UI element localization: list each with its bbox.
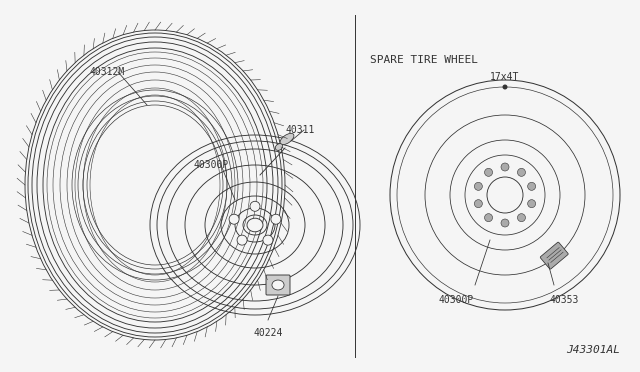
Circle shape: [474, 182, 483, 190]
Text: 17x4T: 17x4T: [490, 72, 520, 82]
Circle shape: [502, 84, 508, 90]
Text: 40300P: 40300P: [193, 160, 228, 170]
Circle shape: [527, 200, 536, 208]
Circle shape: [484, 214, 493, 222]
Text: 40300P: 40300P: [438, 295, 474, 305]
Circle shape: [484, 169, 493, 176]
Ellipse shape: [272, 280, 284, 290]
Ellipse shape: [275, 144, 283, 150]
Text: 40311: 40311: [286, 125, 316, 135]
Circle shape: [229, 214, 239, 224]
Circle shape: [250, 201, 260, 211]
FancyBboxPatch shape: [540, 242, 568, 269]
Circle shape: [487, 177, 523, 213]
Circle shape: [263, 235, 273, 245]
Circle shape: [501, 219, 509, 227]
Circle shape: [271, 214, 281, 224]
Circle shape: [518, 214, 525, 222]
FancyBboxPatch shape: [266, 275, 290, 295]
Circle shape: [518, 169, 525, 176]
Ellipse shape: [280, 133, 294, 145]
Ellipse shape: [247, 218, 263, 232]
Circle shape: [527, 182, 536, 190]
Circle shape: [501, 163, 509, 171]
Circle shape: [237, 235, 247, 245]
Text: SPARE TIRE WHEEL: SPARE TIRE WHEEL: [370, 55, 478, 65]
Circle shape: [474, 200, 483, 208]
Text: J43301AL: J43301AL: [566, 345, 620, 355]
Text: 40353: 40353: [549, 295, 579, 305]
Text: 40224: 40224: [253, 328, 283, 338]
Text: 40312M: 40312M: [90, 67, 125, 77]
